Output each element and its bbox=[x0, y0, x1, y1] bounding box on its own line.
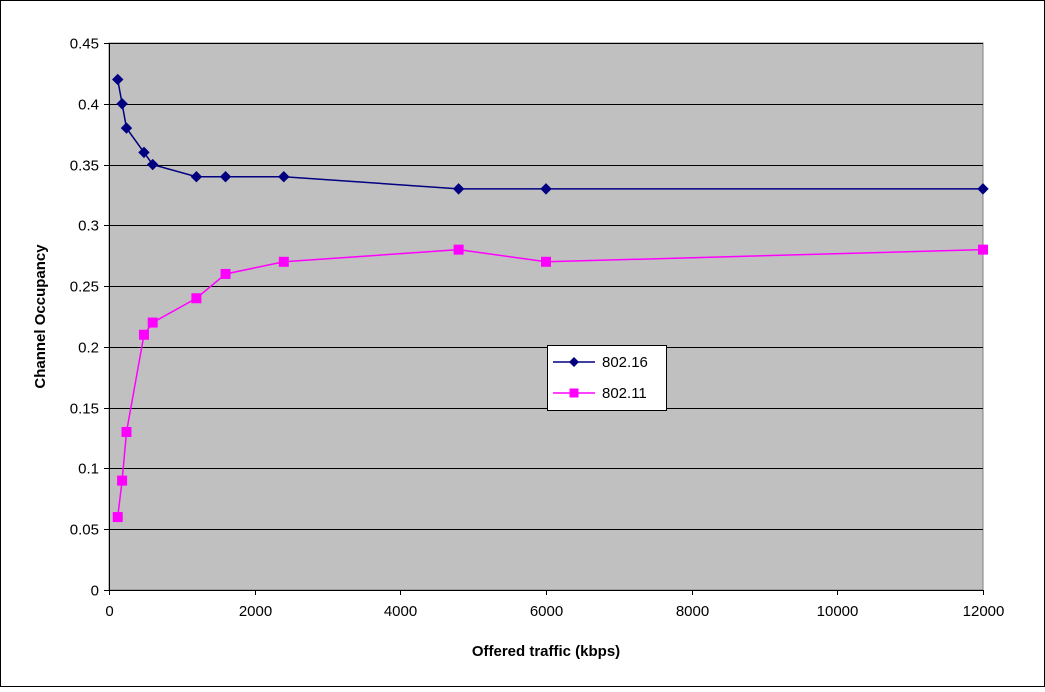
y-tick-label-7: 0.35 bbox=[70, 158, 99, 175]
data-point-802-11-0 bbox=[112, 512, 123, 523]
x-tick-label-4: 8000 bbox=[676, 603, 709, 620]
y-tick-label-0: 0 bbox=[91, 583, 99, 600]
legend-box bbox=[547, 345, 667, 411]
y-axis-title: Channel Occupancy bbox=[32, 244, 49, 389]
x-tick-label-5: 10000 bbox=[817, 603, 859, 620]
data-point-802-11-8 bbox=[453, 244, 464, 255]
y-tick-label-3: 0.15 bbox=[70, 401, 99, 418]
x-tick-label-6: 12000 bbox=[963, 603, 1005, 620]
x-tick-label-2: 4000 bbox=[384, 603, 417, 620]
gridlines bbox=[109, 43, 983, 530]
y-tick-label-4: 0.2 bbox=[78, 340, 99, 357]
legend-marker-802-16 bbox=[569, 357, 579, 367]
data-point-802-16-9 bbox=[540, 183, 552, 195]
data-point-802-16-6 bbox=[219, 171, 232, 183]
y-tick-label-9: 0.45 bbox=[70, 36, 99, 53]
data-point-802-16-10 bbox=[977, 183, 989, 195]
data-point-802-11-5 bbox=[191, 293, 202, 304]
data-point-802-16-8 bbox=[452, 183, 465, 195]
series bbox=[112, 73, 989, 523]
legend: 802.16 802.11 bbox=[547, 345, 667, 411]
data-point-802-11-7 bbox=[278, 256, 289, 267]
data-point-802-16-0 bbox=[112, 73, 124, 86]
y-tick-label-5: 0.25 bbox=[70, 279, 99, 296]
data-point-802-16-3 bbox=[138, 146, 150, 159]
y-tick-label-2: 0.1 bbox=[78, 461, 99, 478]
legend-label-802-16: 802.16 bbox=[602, 354, 648, 371]
legend-marker-802-11 bbox=[569, 388, 579, 398]
y-tick-label-1: 0.05 bbox=[70, 522, 99, 539]
data-point-802-11-10 bbox=[978, 244, 988, 255]
data-point-802-11-3 bbox=[138, 329, 149, 340]
x-tick-label-3: 6000 bbox=[530, 603, 563, 620]
x-tick-label-0: 0 bbox=[105, 603, 113, 620]
y-tick-label-8: 0.4 bbox=[78, 97, 99, 114]
plot-area bbox=[108, 42, 984, 591]
data-point-802-16-5 bbox=[190, 171, 203, 183]
data-point-802-11-9 bbox=[541, 256, 551, 267]
legend-label-802-11: 802.11 bbox=[602, 385, 647, 402]
x-tick-label-1: 2000 bbox=[239, 603, 272, 620]
data-point-802-16-1 bbox=[116, 98, 128, 110]
data-point-802-11-6 bbox=[220, 268, 231, 279]
axes: 0 0.05 0.1 0.15 0.2 0.25 0.3 0.35 0.4 0.45 0 2000 40… bbox=[70, 36, 1005, 621]
y-tick-label-6: 0.3 bbox=[78, 218, 99, 235]
x-axis-title: Offered traffic (kbps) bbox=[472, 643, 620, 660]
data-point-802-16-2 bbox=[120, 122, 133, 134]
data-point-802-11-4 bbox=[147, 317, 158, 328]
data-point-802-16-7 bbox=[278, 171, 290, 183]
data-point-802-11-2 bbox=[121, 426, 132, 437]
data-point-802-11-1 bbox=[117, 475, 128, 486]
data-point-802-16-4 bbox=[146, 158, 159, 171]
